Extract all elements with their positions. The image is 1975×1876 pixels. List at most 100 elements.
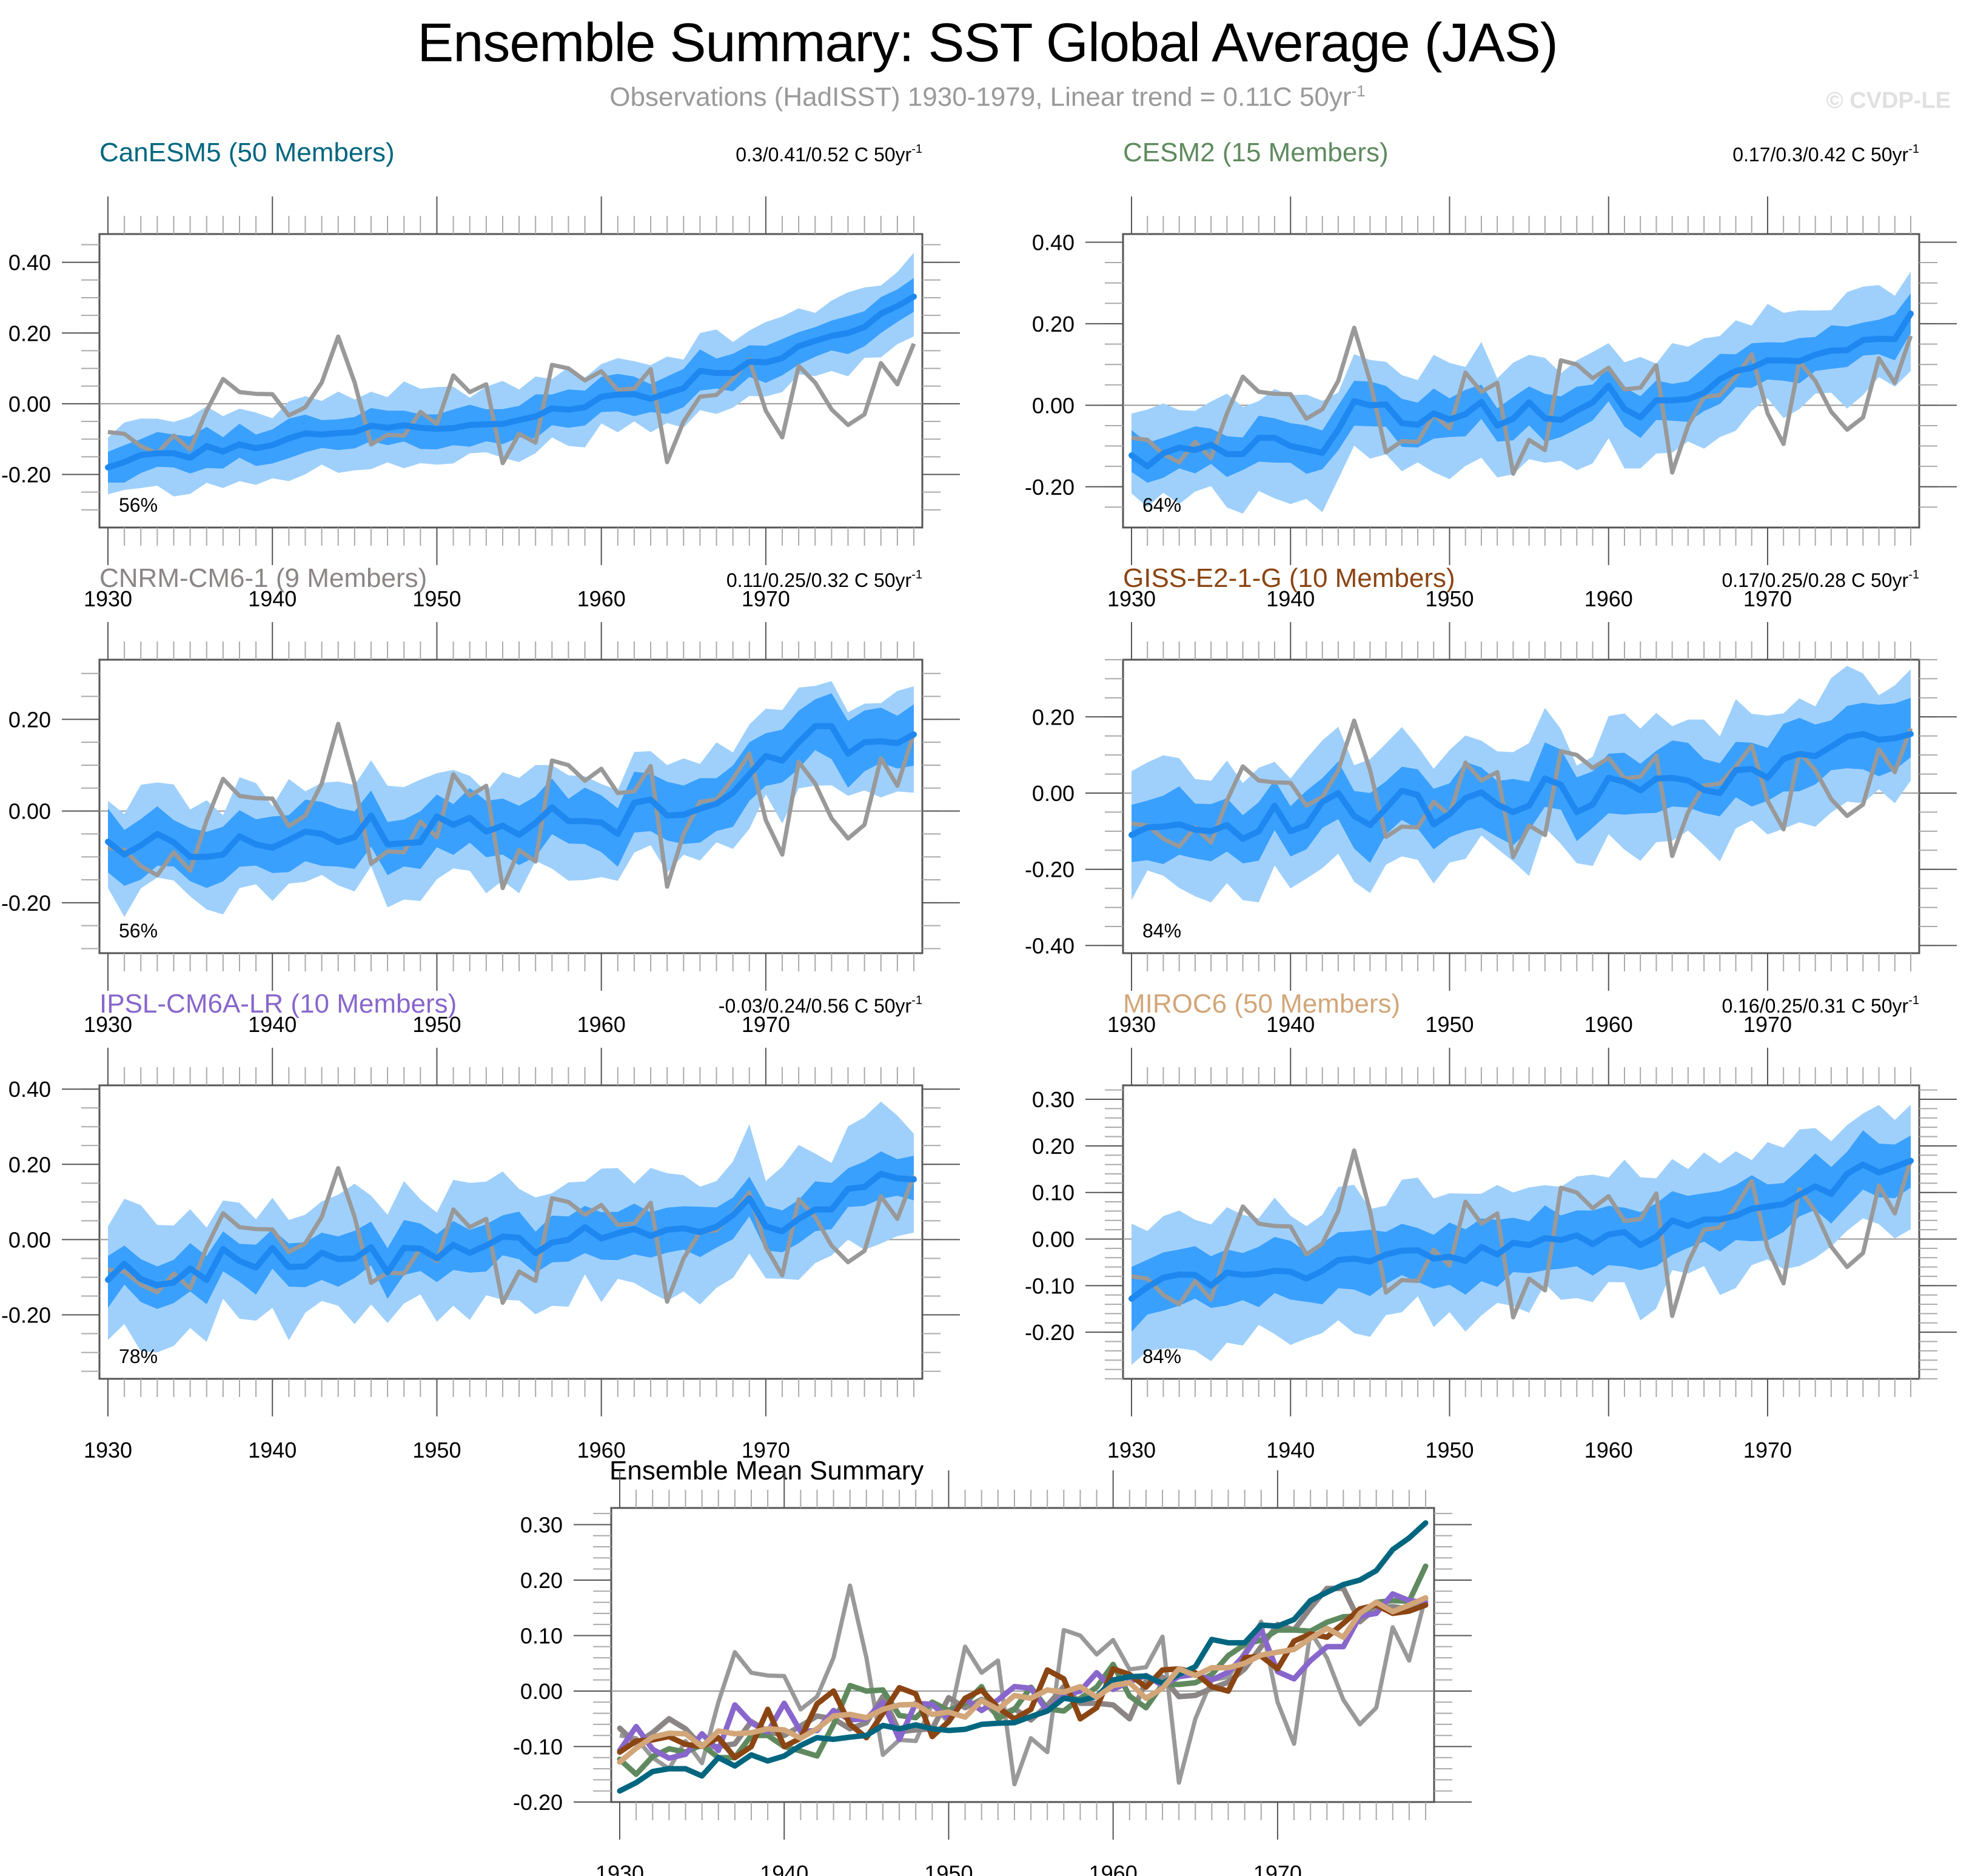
trend-label: 0.3/0.41/0.52 C 50yr-1 (736, 142, 922, 166)
ensemble-mean-line (1128, 310, 1914, 470)
y-tick-label: -0.20 (1025, 475, 1075, 500)
mean-line-giss-e2-1-g (617, 1602, 1429, 1761)
x-tick-label: 1940 (1266, 586, 1315, 611)
y-tick-label: -0.20 (1025, 857, 1075, 882)
panel-canesm5: CanESM5 (50 Members) 0.3/0.41/0.52 C 50yr… (1, 138, 960, 611)
x-tick-label: 1960 (1584, 1438, 1633, 1462)
plot-area (105, 252, 917, 497)
trend-label: 0.11/0.25/0.32 C 50yr-1 (726, 568, 922, 591)
percent-label: 64% (1142, 494, 1181, 516)
plot-frame (610, 1507, 1435, 1803)
panel-miroc6: MIROC6 (50 Members) 0.16/0.25/0.31 C 50yr… (1025, 989, 1957, 1462)
x-tick-label: 1960 (1584, 1012, 1633, 1037)
plot-frame (1122, 1084, 1920, 1380)
y-tick-label: 0.20 (1032, 705, 1075, 729)
y-tick-label: 0.20 (520, 1568, 563, 1593)
main-title: Ensemble Summary: SST Global Average (JA… (417, 13, 1558, 73)
y-tick-label: -0.10 (1025, 1273, 1075, 1298)
x-tick-label: 1940 (1266, 1012, 1315, 1037)
x-tick-label: 1960 (577, 586, 626, 611)
inner-spread-band (1132, 1130, 1911, 1332)
x-tick-label: 1970 (1743, 1438, 1792, 1462)
subtitle-sup: -1 (1351, 82, 1366, 100)
x-tick-label: 1930 (595, 1861, 644, 1876)
panel-ipsl-cm6a-lr: IPSL-CM6A-LR (10 Members) -0.03/0.24/0.56… (1, 989, 960, 1462)
x-tick-label: 1950 (1425, 586, 1474, 611)
x-tick-label: 1970 (742, 1438, 790, 1462)
x-tick-label: 1970 (1743, 1012, 1792, 1037)
x-tick-label: 1950 (1425, 1012, 1474, 1037)
x-tick-label: 1960 (577, 1012, 626, 1037)
plot-area (1128, 666, 1914, 903)
y-tick-label: 0.00 (1032, 393, 1075, 418)
percent-label: 56% (119, 494, 158, 516)
y-tick-label: 0.00 (8, 1227, 51, 1252)
x-tick-label: 1950 (924, 1861, 973, 1876)
subtitle-text: Observations (HadISST) 1930-1979, Linear… (609, 82, 1352, 112)
y-tick-label: -0.20 (1025, 1320, 1075, 1345)
mean-line-miroc6 (617, 1595, 1429, 1765)
y-tick-label: -0.20 (1, 463, 51, 487)
y-tick-label: 0.10 (1032, 1181, 1075, 1205)
y-tick-label: 0.20 (8, 1152, 51, 1177)
panel-title: MIROC6 (50 Members) (1123, 989, 1400, 1019)
ensemble-mean-line (105, 1170, 917, 1288)
plot-area (105, 1101, 917, 1353)
y-tick-label: 0.30 (520, 1512, 563, 1537)
summary-title: Ensemble Mean Summary (609, 1456, 924, 1486)
x-tick-label: 1950 (412, 586, 461, 611)
y-tick-label: 0.30 (1032, 1087, 1075, 1112)
panel-cesm2: CESM2 (15 Members) 0.17/0.3/0.42 C 50yr-1… (1025, 138, 1957, 611)
x-tick-label: 1930 (1107, 586, 1156, 611)
panel-cnrm-cm6-1: CNRM-CM6-1 (9 Members) 0.11/0.25/0.32 C 5… (1, 563, 960, 1037)
panel-title: CanESM5 (50 Members) (99, 138, 395, 167)
panel-title: CESM2 (15 Members) (1123, 138, 1389, 167)
percent-label: 78% (119, 1345, 158, 1367)
x-tick-label: 1940 (1266, 1438, 1315, 1462)
x-tick-label: 1940 (760, 1861, 808, 1876)
x-tick-label: 1940 (248, 1438, 297, 1462)
y-tick-label: 0.10 (520, 1623, 563, 1648)
x-tick-label: 1970 (742, 1012, 790, 1037)
observations-line (1131, 719, 1913, 860)
inner-spread-band (1132, 697, 1911, 865)
ensemble-mean-line (105, 723, 917, 860)
x-tick-label: 1940 (248, 1012, 297, 1037)
subtitle: Observations (HadISST) 1930-1979, Linear… (0, 82, 1975, 113)
percent-label: 84% (1142, 920, 1181, 942)
plot-frame (98, 1084, 924, 1380)
y-tick-label: 0.00 (1032, 1227, 1075, 1252)
y-tick-label: 0.40 (1032, 230, 1075, 255)
y-tick-label: 0.00 (8, 799, 51, 824)
y-tick-label: 0.20 (8, 321, 51, 346)
x-tick-label: 1930 (84, 586, 132, 611)
trend-label: 0.17/0.3/0.42 C 50yr-1 (1732, 142, 1919, 166)
x-tick-label: 1950 (1425, 1438, 1474, 1462)
y-tick-label: 0.00 (8, 392, 51, 417)
observations-line (619, 1583, 1428, 1787)
y-tick-label: 0.00 (520, 1679, 563, 1704)
y-tick-label: 0.20 (8, 707, 51, 732)
x-tick-label: 1950 (412, 1012, 461, 1037)
y-tick-label: -0.20 (1, 1303, 51, 1328)
plot-area (1128, 1104, 1914, 1365)
panel-title: CNRM-CM6-1 (9 Members) (99, 563, 427, 593)
y-tick-label: 0.40 (8, 250, 51, 275)
plot-frame (98, 233, 924, 529)
panel-ensemble-mean-summary: Ensemble Mean Summary 1930 1940 1950 1960 197… (513, 1456, 1472, 1876)
observations-line (107, 722, 916, 891)
plot-area (105, 681, 917, 917)
plot-frame (98, 658, 924, 954)
y-tick-label: -0.20 (513, 1790, 563, 1815)
trend-label: 0.17/0.25/0.28 C 50yr-1 (1722, 568, 1919, 591)
plot-frame (1122, 233, 1920, 529)
panel-title: GISS-E2-1-G (10 Members) (1123, 563, 1455, 593)
mean-line-ipsl-cm6a-lr (617, 1591, 1429, 1761)
x-tick-label: 1970 (1743, 586, 1792, 611)
plot-area (617, 1520, 1429, 1794)
inner-spread-band (108, 1151, 914, 1309)
inner-spread-band (1132, 293, 1911, 483)
x-tick-label: 1970 (742, 586, 790, 611)
mean-line-canesm5 (617, 1520, 1429, 1794)
